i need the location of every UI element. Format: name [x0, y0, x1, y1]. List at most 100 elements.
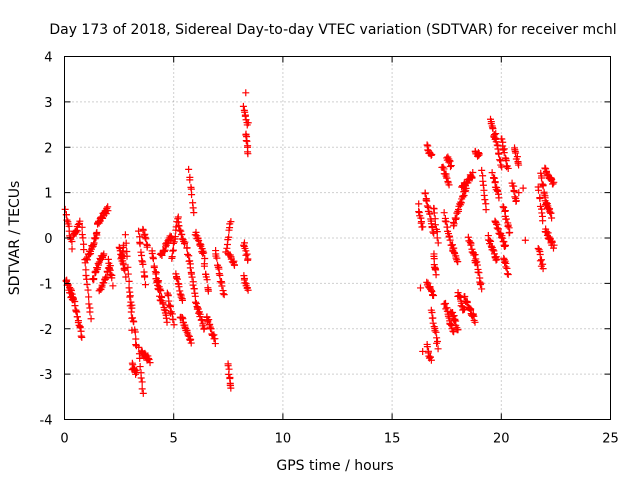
- data-point: [515, 189, 523, 197]
- data-point: [504, 164, 512, 172]
- data-point: [490, 131, 498, 139]
- data-point: [226, 373, 234, 381]
- data-point: [72, 307, 80, 315]
- data-point: [67, 287, 75, 295]
- data-point: [170, 321, 178, 329]
- data-point: [469, 168, 477, 176]
- data-point: [461, 292, 469, 300]
- data-point: [453, 256, 461, 264]
- data-point: [419, 223, 427, 231]
- data-point: [433, 339, 441, 347]
- data-point: [493, 224, 501, 232]
- data-point: [427, 356, 435, 364]
- data-point: [242, 137, 250, 145]
- data-point: [537, 256, 545, 264]
- data-point: [489, 125, 497, 133]
- data-point: [493, 255, 501, 263]
- data-point: [124, 270, 132, 278]
- data-point: [191, 292, 199, 300]
- data-point: [127, 298, 135, 306]
- data-point: [166, 232, 174, 240]
- data-point: [506, 229, 514, 237]
- data-point: [242, 89, 250, 97]
- data-point: [185, 165, 193, 173]
- data-point: [169, 315, 177, 323]
- data-point: [80, 246, 88, 254]
- data-point: [198, 316, 206, 324]
- data-point: [171, 233, 179, 241]
- data-point: [149, 255, 157, 263]
- data-point: [129, 314, 137, 322]
- data-point: [541, 164, 549, 172]
- data-point: [184, 250, 192, 258]
- data-point: [177, 291, 185, 299]
- data-point: [475, 151, 483, 159]
- data-point: [138, 378, 146, 386]
- data-point: [183, 244, 191, 252]
- data-point: [176, 290, 184, 298]
- data-point: [181, 238, 189, 246]
- data-point: [504, 270, 512, 278]
- data-point: [107, 271, 115, 279]
- data-point: [457, 198, 465, 206]
- data-point: [492, 256, 500, 264]
- data-point: [166, 303, 174, 311]
- data-point: [225, 370, 233, 378]
- data-point: [71, 302, 79, 310]
- data-point: [452, 214, 460, 222]
- data-point: [176, 226, 184, 234]
- data-point: [241, 112, 249, 120]
- data-point: [519, 184, 527, 192]
- data-point: [152, 268, 160, 276]
- y-tick-label: 1: [44, 187, 52, 202]
- data-point: [538, 180, 546, 188]
- data-point: [423, 343, 431, 351]
- data-point: [61, 205, 69, 213]
- data-point: [423, 202, 431, 210]
- data-point: [502, 215, 510, 223]
- data-point: [451, 315, 459, 323]
- data-point: [539, 217, 547, 225]
- data-point: [148, 249, 156, 257]
- data-point: [495, 150, 503, 158]
- data-point: [431, 327, 439, 335]
- data-point: [139, 260, 147, 268]
- x-axis-title: GPS time / hours: [276, 458, 393, 474]
- data-point: [452, 254, 460, 262]
- data-point: [125, 284, 133, 292]
- data-point: [68, 238, 76, 246]
- data-point: [191, 298, 199, 306]
- data-point: [146, 359, 154, 367]
- data-point: [521, 236, 529, 244]
- data-point: [218, 282, 226, 290]
- data-point: [473, 258, 481, 266]
- data-point: [203, 276, 211, 284]
- data-point: [163, 318, 171, 326]
- data-point: [85, 293, 93, 301]
- data-point: [502, 157, 510, 165]
- data-point: [138, 385, 146, 393]
- data-point: [443, 174, 451, 182]
- data-point: [95, 261, 103, 269]
- data-point: [230, 261, 238, 269]
- data-point: [128, 366, 136, 374]
- data-point: [468, 245, 476, 253]
- data-point: [85, 300, 93, 308]
- data-point: [143, 241, 151, 249]
- data-point: [90, 275, 98, 283]
- data-point: [74, 317, 82, 325]
- data-point: [91, 235, 99, 243]
- data-point: [478, 166, 486, 174]
- data-point: [160, 306, 168, 314]
- data-point: [482, 200, 490, 208]
- data-point: [131, 328, 139, 336]
- data-point: [181, 321, 189, 329]
- data-point: [447, 162, 455, 170]
- data-point: [220, 291, 228, 299]
- data-point: [423, 197, 431, 205]
- data-point: [213, 254, 221, 262]
- data-point: [430, 229, 438, 237]
- data-point: [510, 187, 518, 195]
- data-point: [416, 284, 424, 292]
